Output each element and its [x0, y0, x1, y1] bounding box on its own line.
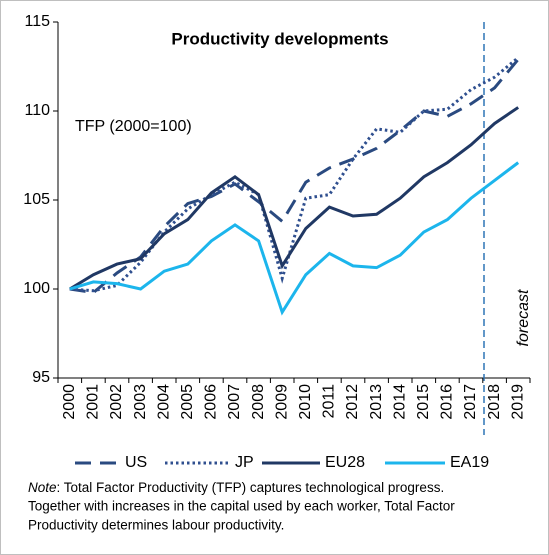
y-tick-label: 105 — [23, 191, 50, 208]
x-tick-label: 2014 — [391, 384, 408, 420]
legend-label: EU28 — [325, 454, 365, 471]
x-tick-label: 2008 — [250, 384, 267, 420]
x-tick-label: 2001 — [85, 384, 102, 420]
series-line — [69, 56, 520, 293]
y-tick-label: 95 — [32, 369, 50, 386]
note-line: Together with increases in the capital u… — [28, 499, 455, 514]
series-line — [69, 58, 520, 295]
x-tick-label: 2019 — [509, 384, 526, 420]
note-line: Productivity determines labour productiv… — [28, 518, 284, 533]
y-tick-label: 110 — [24, 102, 50, 119]
x-tick-label: 2013 — [368, 384, 385, 420]
x-tick-label: 2000 — [61, 384, 78, 420]
x-tick-label: 2002 — [108, 384, 125, 420]
x-tick-label: 2012 — [344, 384, 361, 420]
legend-label: EA19 — [450, 454, 489, 471]
legend-label: JP — [235, 454, 254, 471]
x-tick-label: 2006 — [203, 384, 220, 420]
y-tick-label: 115 — [24, 13, 50, 30]
series-line — [69, 106, 520, 291]
x-tick-label: 2009 — [273, 384, 290, 420]
x-tick-label: 2010 — [297, 384, 314, 420]
legend-label: US — [125, 454, 147, 471]
x-tick-label: 2007 — [226, 384, 243, 420]
x-tick-label: 2004 — [155, 384, 172, 420]
note: Note: Total Factor Productivity (TFP) ca… — [28, 480, 444, 495]
y-tick-label: 100 — [23, 280, 50, 297]
note-line: : Total Factor Productivity (TFP) captur… — [57, 480, 445, 495]
note-label: Note — [28, 480, 57, 495]
x-tick-label: 2017 — [462, 384, 479, 420]
x-tick-label: 2015 — [415, 384, 432, 420]
x-tick-label: 2011 — [321, 384, 338, 419]
annotation: forecast — [515, 289, 532, 346]
x-tick-label: 2005 — [179, 384, 196, 420]
x-tick-label: 2018 — [486, 384, 503, 420]
x-tick-label: 2003 — [132, 384, 149, 420]
series-line — [69, 161, 520, 316]
x-tick-label: 2016 — [439, 384, 456, 420]
chart-title: Productivity developments — [171, 29, 388, 48]
subtitle: TFP (2000=100) — [75, 118, 192, 135]
